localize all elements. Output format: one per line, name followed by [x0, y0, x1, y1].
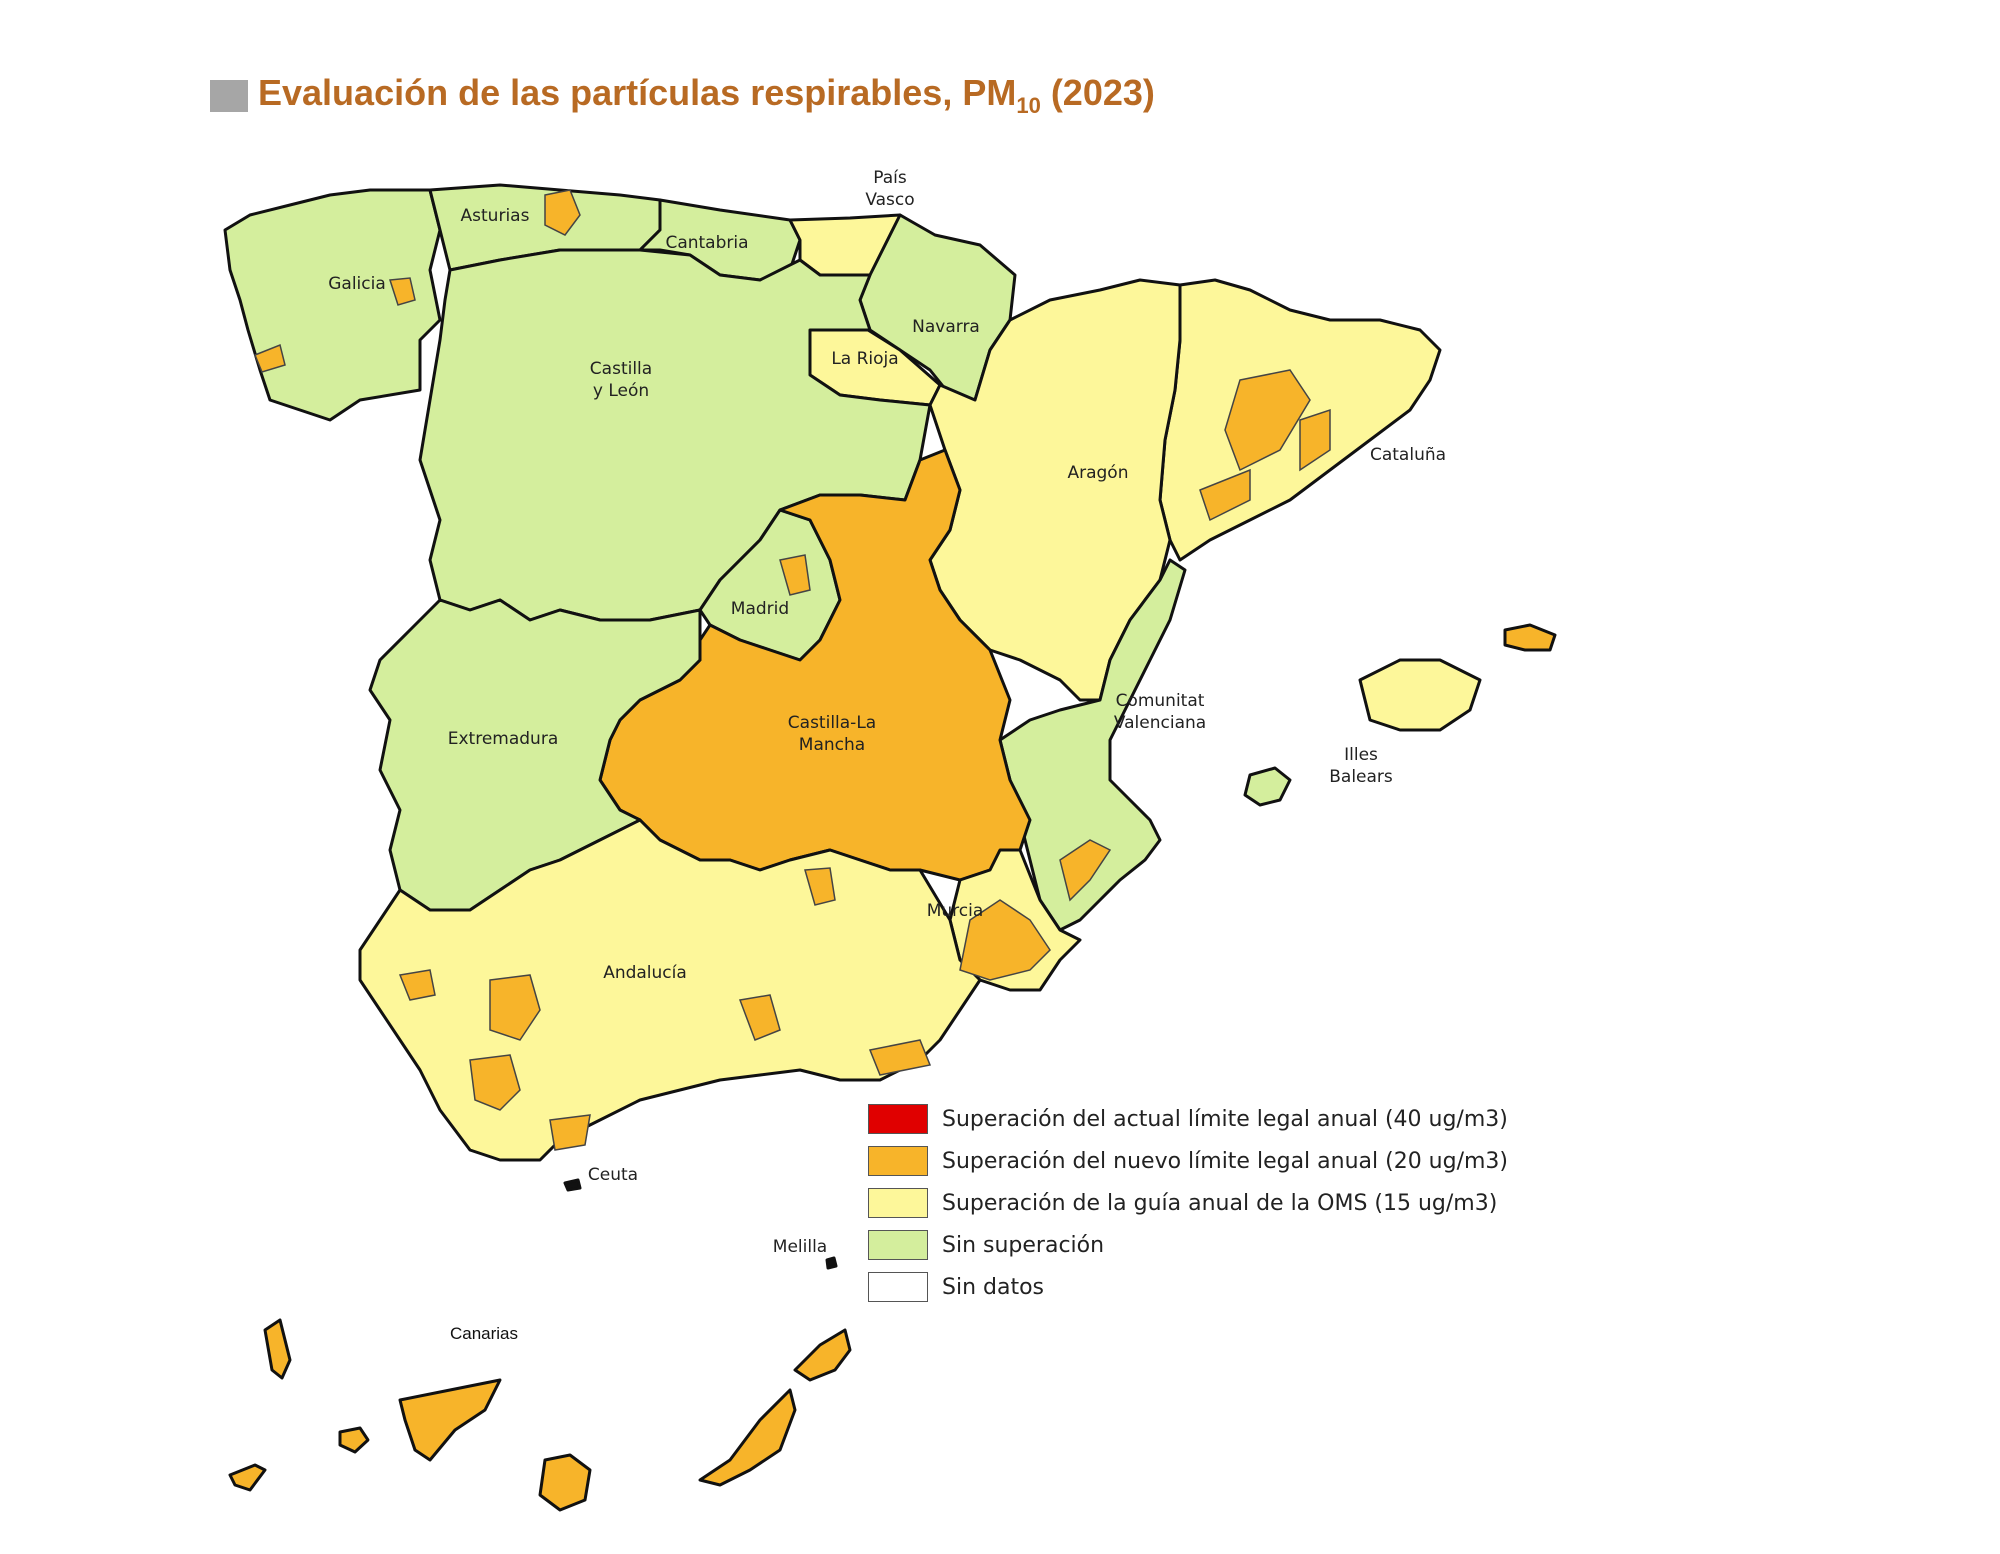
hotspot-madrid — [779, 554, 811, 596]
hotspot-andalucia-1 — [489, 974, 541, 1041]
label-galicia: Galicia — [328, 274, 386, 294]
region-galicia — [223, 188, 442, 422]
region-extremadura — [368, 598, 702, 912]
region-melilla — [825, 1256, 838, 1270]
hotspot-cataluna-3 — [1199, 468, 1251, 522]
hotspot-asturias — [544, 189, 581, 236]
hotspot-cataluna-2 — [1299, 408, 1331, 472]
hotspot-andalucia-3 — [469, 1054, 521, 1111]
region-canarias-lanzarote — [793, 1328, 852, 1382]
title-marker-square — [210, 79, 248, 112]
legend-item-sin-superacion: Sin superación — [868, 1224, 1508, 1266]
legend-label: Superación de la guía anual de la OMS (1… — [942, 1190, 1498, 1216]
label-pais-vasco-1: País — [873, 168, 907, 188]
legend-item-nuevo-limite: Superación del nuevo límite legal anual … — [868, 1140, 1508, 1182]
region-canarias-lapalma — [263, 1318, 292, 1380]
region-canarias-fuerteventura — [698, 1388, 797, 1487]
label-aragon: Aragón — [1067, 463, 1128, 483]
region-canarias-gomera — [338, 1426, 370, 1454]
hotspot-andalucia-2 — [398, 969, 436, 1001]
label-extremadura: Extremadura — [448, 729, 559, 749]
label-melilla: Melilla — [773, 1237, 827, 1257]
legend-item-sin-datos: Sin datos — [868, 1266, 1508, 1308]
legend-item-oms: Superación de la guía anual de la OMS (1… — [868, 1182, 1508, 1224]
legend-label: Sin datos — [942, 1274, 1045, 1300]
legend-label: Sin superación — [942, 1232, 1105, 1258]
hotspot-andalucia-7 — [868, 1039, 932, 1076]
label-valenciana-1: Comunitat — [1116, 691, 1205, 711]
label-castilla-mancha-2: Mancha — [799, 735, 865, 755]
legend-swatch — [868, 1188, 928, 1218]
hotspot-cataluna-1 — [1224, 369, 1311, 472]
label-andalucia: Andalucía — [603, 963, 687, 983]
label-navarra: Navarra — [912, 317, 980, 337]
legend-swatch — [868, 1272, 928, 1302]
map-title: Evaluación de las partículas respirables… — [210, 72, 1155, 119]
label-castilla-leon-2: y León — [593, 381, 649, 401]
region-baleares-ibiza — [1243, 766, 1292, 807]
label-castilla-mancha-1: Castilla-La — [788, 713, 876, 733]
label-ceuta: Ceuta — [588, 1165, 638, 1185]
legend-item-actual-limite: Superación del actual límite legal anual… — [868, 1098, 1508, 1140]
label-canarias: Canarias — [450, 1324, 518, 1343]
hotspot-galicia — [389, 277, 416, 306]
legend-swatch — [868, 1146, 928, 1176]
region-aragon — [928, 278, 1182, 702]
region-canarias-hierro — [228, 1463, 267, 1492]
label-baleares-2: Balears — [1329, 767, 1393, 787]
hotspot-andalucia-4 — [738, 994, 781, 1041]
region-canarias-grancanaria — [538, 1453, 592, 1512]
legend-swatch — [868, 1230, 928, 1260]
hotspot-murcia — [959, 899, 1051, 981]
legend-label: Superación del nuevo límite legal anual … — [942, 1148, 1509, 1174]
label-murcia: Murcia — [927, 901, 984, 921]
hotspot-andalucia-5 — [804, 867, 836, 906]
label-la-rioja: La Rioja — [831, 349, 898, 369]
region-ceuta — [563, 1178, 582, 1192]
hotspot-valenciana-1 — [1059, 839, 1112, 902]
legend-label: Superación del actual límite legal anual… — [942, 1106, 1508, 1132]
hotspot-andalucia-6 — [549, 1114, 591, 1151]
label-valenciana-2: Valenciana — [1114, 713, 1206, 733]
map-legend: Superación del actual límite legal anual… — [868, 1098, 1508, 1308]
label-baleares-1: Illes — [1344, 745, 1378, 765]
label-madrid: Madrid — [731, 599, 789, 619]
label-asturias: Asturias — [461, 206, 530, 226]
region-baleares-menorca — [1503, 623, 1557, 652]
legend-swatch — [868, 1104, 928, 1134]
label-cataluna: Cataluña — [1370, 445, 1446, 465]
label-cantabria: Cantabria — [665, 233, 748, 253]
hotspot-galicia-south — [254, 343, 286, 373]
region-baleares-mallorca — [1358, 658, 1482, 732]
label-castilla-leon-1: Castilla — [590, 359, 652, 379]
label-pais-vasco-2: Vasco — [865, 190, 914, 210]
region-canarias-tenerife — [398, 1378, 502, 1462]
title-text: Evaluación de las partículas respirables… — [258, 72, 1155, 119]
